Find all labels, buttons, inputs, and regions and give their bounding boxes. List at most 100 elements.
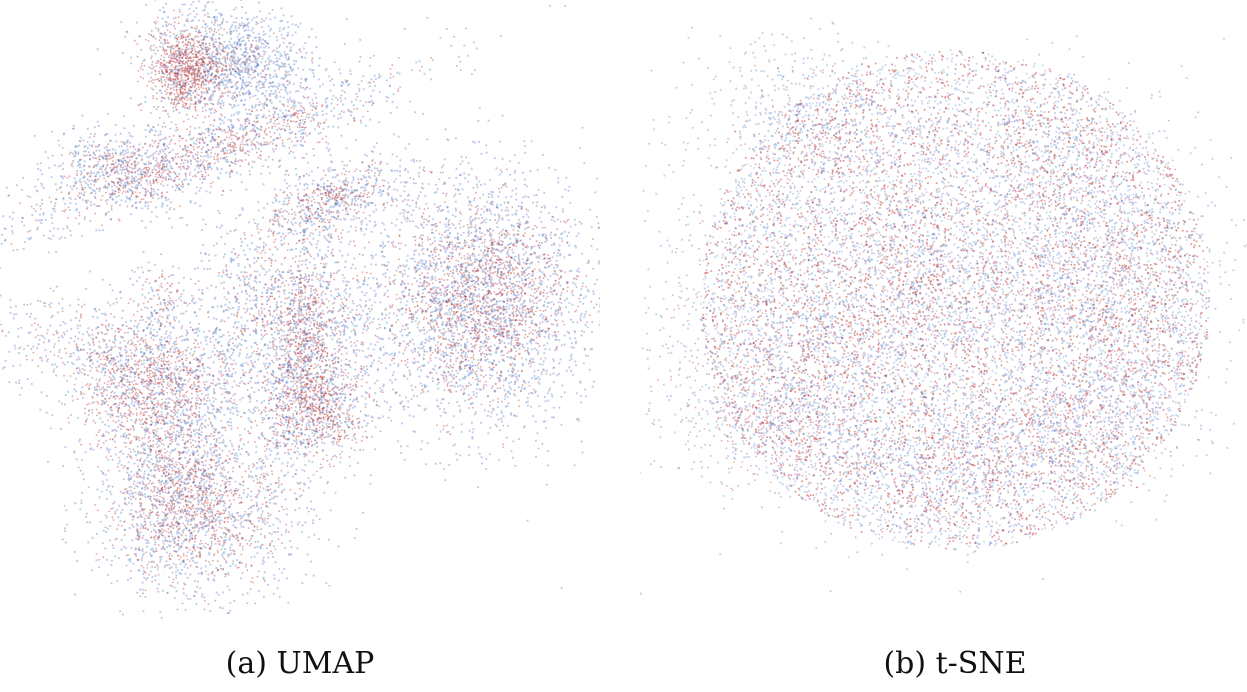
scatter-point <box>153 152 156 155</box>
scatter-point <box>206 70 209 73</box>
scatter-point <box>444 479 447 482</box>
scatter-point <box>484 298 487 301</box>
scatter-point <box>197 166 201 170</box>
scatter-point <box>335 96 337 99</box>
scatter-point <box>257 36 260 39</box>
scatter-point <box>236 41 240 44</box>
scatter-point <box>259 143 262 146</box>
scatter-point <box>290 132 292 135</box>
scatter-point <box>310 199 313 203</box>
scatter-point <box>356 107 358 110</box>
scatter-point <box>124 181 127 184</box>
scatter-point <box>120 199 123 202</box>
scatter-point <box>229 141 232 144</box>
scatter-point <box>158 167 161 170</box>
scatter-point <box>285 109 288 112</box>
scatter-point <box>134 201 137 204</box>
scatter-point <box>248 62 251 65</box>
scatter-point <box>379 190 382 193</box>
scatter-point <box>344 207 347 210</box>
scatter-point <box>571 373 575 376</box>
scatter-point <box>165 163 169 166</box>
scatter-point <box>35 189 38 192</box>
scatter-point <box>247 93 250 96</box>
scatter-point <box>109 196 112 199</box>
scatter-point <box>154 175 157 178</box>
scatter-point <box>115 169 118 172</box>
scatter-point <box>340 232 342 235</box>
scatter-point <box>288 184 291 188</box>
scatter-point <box>62 196 65 200</box>
scatter-point <box>158 39 161 42</box>
scatter-point <box>100 199 103 201</box>
scatter-point <box>406 327 409 330</box>
scatter-point <box>222 121 225 125</box>
scatter-point <box>194 96 197 99</box>
scatter-point <box>210 57 213 60</box>
scatter-point <box>133 154 136 157</box>
scatter-point <box>203 132 206 135</box>
scatter-point <box>105 145 109 148</box>
scatter-point <box>225 68 228 71</box>
scatter-point <box>164 66 167 69</box>
scatter-point <box>1 233 3 236</box>
scatter-point <box>287 26 290 29</box>
scatter-point <box>215 16 218 19</box>
scatter-point <box>64 236 67 239</box>
scatter-point <box>231 124 234 127</box>
scatter-point <box>275 75 279 78</box>
scatter-point <box>331 98 334 101</box>
scatter-point <box>256 223 259 226</box>
scatter-point <box>358 90 361 92</box>
scatter-point <box>144 200 147 203</box>
scatter-point <box>229 103 232 107</box>
scatter-point <box>143 64 146 67</box>
scatter-point <box>179 156 182 159</box>
scatter-point <box>204 78 207 81</box>
scatter-point <box>258 1 261 4</box>
scatter-point <box>164 53 166 55</box>
scatter-point <box>255 39 258 43</box>
scatter-point <box>340 187 343 190</box>
scatter-point <box>222 83 225 86</box>
scatter-point <box>194 173 197 177</box>
scatter-point <box>138 35 141 38</box>
scatter-point <box>124 165 126 168</box>
scatter-point <box>195 192 198 195</box>
scatter-point <box>228 57 231 60</box>
scatter-point <box>312 119 315 122</box>
scatter-point <box>252 16 256 19</box>
scatter-point <box>259 10 261 13</box>
scatter-point <box>131 204 134 207</box>
scatter-point <box>290 120 293 123</box>
scatter-point <box>142 198 145 201</box>
scatter-point <box>29 196 32 199</box>
scatter-point <box>239 143 242 146</box>
scatter-point <box>227 131 230 133</box>
scatter-point <box>297 192 300 195</box>
scatter-point <box>234 158 237 160</box>
scatter-point <box>202 80 205 83</box>
scatter-point <box>359 170 362 173</box>
scatter-point <box>199 137 202 140</box>
scatter-point <box>266 134 268 136</box>
scatter-point <box>218 60 221 63</box>
scatter-point <box>218 89 221 92</box>
scatter-point <box>274 73 277 76</box>
scatter-point <box>282 14 285 17</box>
scatter-point <box>27 230 30 233</box>
scatter-point <box>42 234 45 237</box>
scatter-point <box>257 52 260 56</box>
scatter-point <box>168 92 171 95</box>
scatter-point <box>198 29 201 32</box>
scatter-point <box>178 69 181 72</box>
scatter-point <box>174 98 177 101</box>
scatter-point <box>350 218 353 221</box>
scatter-point <box>188 132 191 136</box>
scatter-point <box>301 111 304 114</box>
scatter-point <box>207 72 210 76</box>
scatter-point <box>311 98 314 102</box>
scatter-point <box>219 128 222 131</box>
scatter-point <box>220 94 223 97</box>
scatter-point <box>297 67 300 70</box>
